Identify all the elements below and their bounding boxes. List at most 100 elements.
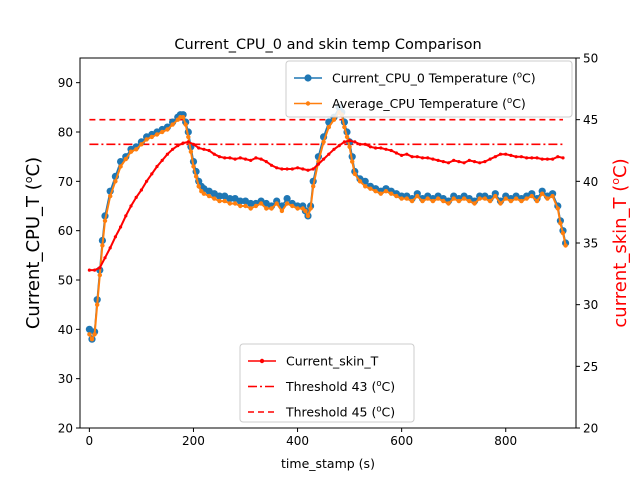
y-left-tick-label: 70 — [58, 175, 73, 189]
cpu-point — [283, 195, 291, 203]
y-axis-label-right: current_skin_T (oC) — [609, 158, 631, 327]
skin-point — [545, 157, 550, 161]
legend-top: Current_CPU_0 Temperature (oC) Average_CP… — [285, 60, 573, 118]
avg-point — [545, 196, 550, 201]
skin-point — [436, 158, 440, 162]
skin-point — [431, 157, 435, 161]
skin-point — [379, 146, 383, 150]
avg-point — [467, 198, 472, 204]
avg-point — [269, 206, 274, 211]
series-line-cpu — [88, 105, 567, 342]
x-tick-label: 0 — [86, 434, 94, 448]
skin-point — [87, 268, 91, 272]
skin-point — [498, 152, 503, 156]
y-right-tick-label: 35 — [583, 237, 598, 251]
avg-point — [264, 206, 269, 211]
y-left-tick-label: 50 — [58, 274, 73, 288]
avg-point — [253, 203, 259, 209]
legend-box — [285, 60, 573, 118]
skin-point — [540, 157, 544, 161]
skin-point — [337, 144, 341, 148]
avg-point — [399, 196, 404, 201]
legend-marker — [259, 358, 265, 364]
avg-point — [451, 196, 456, 201]
plot-frame — [79, 57, 577, 429]
avg-point — [97, 272, 103, 278]
skin-point — [197, 146, 201, 150]
x-tick-label: 200 — [182, 434, 205, 448]
avg-point — [394, 193, 399, 199]
avg-point — [563, 243, 568, 248]
skin-point — [467, 158, 471, 162]
avg-point — [342, 124, 347, 130]
skin-point — [394, 151, 398, 155]
skin-point — [285, 167, 289, 171]
x-tick-label: 800 — [494, 434, 517, 448]
skin-point — [556, 155, 560, 159]
avg-point — [212, 196, 217, 201]
legend-label-cpu: Current_CPU_0 Temperature (oC) — [332, 71, 536, 86]
skin-point — [223, 156, 227, 160]
avg-point — [274, 201, 279, 206]
skin-point — [202, 147, 206, 151]
avg-point — [113, 179, 118, 184]
avg-point — [550, 193, 555, 199]
skin-point — [519, 155, 524, 159]
avg-point — [493, 193, 498, 199]
avg-point — [331, 117, 337, 122]
avg-point — [508, 198, 514, 204]
avg-point — [95, 302, 100, 307]
avg-point — [456, 198, 462, 204]
skin-point — [113, 235, 117, 239]
series-line-skin — [89, 139, 564, 272]
series-line-avg — [88, 110, 567, 342]
avg-point — [118, 164, 123, 169]
avg-point — [404, 196, 409, 201]
skin-point — [478, 161, 482, 165]
avg-point — [180, 115, 186, 120]
skin-point — [129, 204, 133, 208]
legend-bottom: Current_skin_T Threshold 43 (oC) Threshold… — [239, 343, 415, 423]
avg-point — [222, 198, 227, 204]
avg-point — [232, 201, 238, 206]
skin-point — [514, 155, 518, 159]
avg-point — [487, 198, 493, 204]
avg-point — [258, 201, 264, 206]
cpu-point — [247, 199, 255, 208]
avg-point — [100, 243, 105, 248]
avg-point — [357, 179, 363, 184]
skin-point — [358, 142, 362, 146]
skin-point — [290, 167, 294, 171]
skin-point — [259, 157, 263, 161]
skin-point — [322, 157, 326, 161]
y-left-tick-label: 40 — [58, 323, 73, 337]
skin-point — [191, 142, 196, 146]
x-tick-label: 400 — [286, 434, 309, 448]
avg-point — [160, 129, 165, 135]
avg-point — [441, 198, 446, 204]
avg-point — [368, 186, 373, 191]
skin-point — [327, 152, 331, 156]
skin-point — [306, 168, 310, 172]
avg-point — [308, 206, 313, 211]
cpu-point — [215, 192, 224, 200]
cpu-point — [236, 197, 244, 205]
avg-point — [303, 208, 308, 214]
avg-point — [383, 189, 389, 194]
skin-point — [98, 266, 102, 270]
skin-point — [171, 147, 175, 151]
skin-point — [509, 153, 513, 157]
avg-point — [123, 156, 128, 162]
avg-point — [248, 206, 253, 211]
skin-point — [561, 156, 565, 160]
avg-point — [558, 221, 563, 226]
y-left-tick-label: 60 — [58, 224, 73, 238]
avg-point — [243, 203, 248, 209]
skin-point — [243, 157, 248, 161]
avg-point — [513, 196, 519, 201]
avg-point — [149, 134, 154, 140]
skin-point — [217, 155, 222, 159]
avg-point — [409, 198, 415, 204]
skin-point — [374, 146, 378, 150]
avg-point — [238, 203, 243, 209]
